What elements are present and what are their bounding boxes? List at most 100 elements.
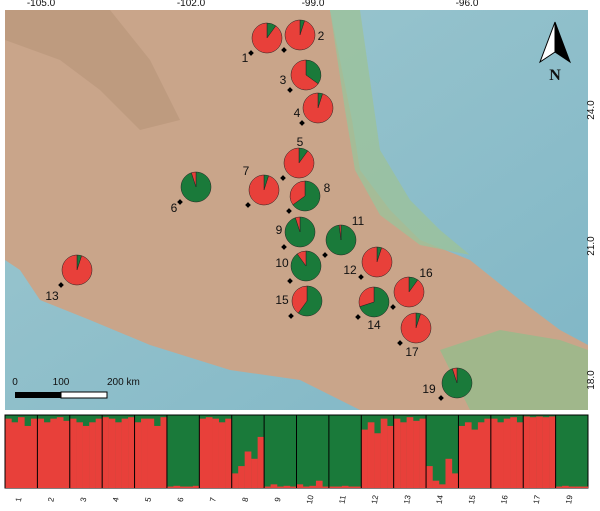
ancestry-bar bbox=[406, 417, 414, 488]
ancestry-bar bbox=[380, 418, 388, 488]
pop-label: 10 bbox=[305, 494, 316, 505]
ancestry-bar bbox=[575, 486, 582, 488]
ancestry-bar bbox=[153, 425, 161, 488]
site-label: 10 bbox=[275, 256, 289, 270]
pop-label: 7 bbox=[208, 496, 218, 502]
pop-label: 12 bbox=[370, 494, 381, 505]
ancestry-bar bbox=[264, 486, 271, 488]
ancestry-bar bbox=[50, 418, 58, 488]
pie-green bbox=[305, 59, 322, 85]
pop-label: 8 bbox=[241, 496, 251, 502]
scale-label: 200 km bbox=[107, 377, 140, 388]
relief bbox=[5, 10, 180, 130]
lat-label: 18.0 bbox=[586, 370, 597, 390]
pie-red bbox=[296, 250, 307, 267]
pop-label: 3 bbox=[79, 496, 89, 502]
ancestry-bar bbox=[69, 418, 77, 488]
lowland bbox=[440, 330, 588, 410]
ancestry-bar bbox=[439, 484, 446, 488]
pie-red bbox=[400, 312, 432, 344]
ancestry-bar bbox=[510, 417, 517, 488]
pop-label: 19 bbox=[564, 494, 575, 505]
ancestry-bar bbox=[549, 416, 556, 488]
site-marker bbox=[288, 313, 294, 319]
ancestry-bar bbox=[82, 425, 90, 488]
pie-green bbox=[297, 285, 323, 317]
north-label: N bbox=[549, 67, 561, 84]
ancestry-bar bbox=[11, 422, 19, 488]
ancestry-bar bbox=[367, 422, 375, 488]
ancestry-bar bbox=[205, 417, 213, 488]
ancestry-bar bbox=[529, 417, 537, 488]
ancestry-bar bbox=[141, 418, 148, 488]
site-marker bbox=[281, 244, 287, 250]
site-label: 7 bbox=[243, 164, 250, 178]
lon-label: -102.0 bbox=[177, 0, 206, 9]
ancestry-bar bbox=[218, 422, 226, 488]
ancestry-bar bbox=[309, 485, 317, 488]
pie-red bbox=[393, 276, 425, 308]
ancestry-bar bbox=[413, 420, 420, 488]
pie-red bbox=[248, 174, 280, 206]
pie-red bbox=[284, 19, 316, 51]
pie-red bbox=[358, 286, 375, 307]
ancestry-bar bbox=[555, 486, 563, 488]
pop-label: 6 bbox=[176, 496, 186, 502]
site-marker bbox=[287, 87, 293, 93]
site-label: 3 bbox=[280, 73, 287, 87]
scale-bar: 0 100 200 km bbox=[12, 377, 140, 399]
site-label: 17 bbox=[405, 345, 419, 359]
ancestry-bar bbox=[354, 486, 362, 488]
site-marker bbox=[177, 199, 183, 205]
pop-label: 2 bbox=[46, 496, 56, 502]
ancestry-bar bbox=[419, 418, 427, 488]
pie-red bbox=[61, 254, 93, 286]
ancestry-bar bbox=[115, 422, 122, 488]
ancestry-bar bbox=[432, 480, 440, 488]
ancestry-bar bbox=[95, 418, 103, 488]
pie-green bbox=[359, 286, 390, 318]
pie-red bbox=[289, 180, 306, 206]
ancestry-bar bbox=[490, 418, 498, 488]
pie-red bbox=[361, 246, 393, 278]
ancestry-bar bbox=[270, 484, 278, 488]
north-arrow: N bbox=[538, 21, 572, 84]
site-marker bbox=[299, 120, 305, 126]
ancestry-bar bbox=[231, 473, 239, 488]
ancestry-bar bbox=[257, 436, 265, 488]
ancestry-bar bbox=[89, 422, 96, 488]
site-marker bbox=[245, 202, 251, 208]
ancestry-bar bbox=[296, 484, 304, 488]
ancestry-bar bbox=[451, 473, 459, 488]
ancestry-bar bbox=[471, 429, 479, 488]
ancestry-bar bbox=[63, 420, 70, 488]
ancestry-bar bbox=[290, 486, 297, 488]
site-marker bbox=[355, 314, 361, 320]
ancestry-bar bbox=[17, 417, 25, 488]
pop-label: 9 bbox=[273, 496, 283, 502]
pie-red bbox=[452, 367, 458, 384]
ancestry-bar bbox=[458, 425, 466, 488]
ancestry-bar bbox=[37, 418, 45, 488]
ancestry-bar bbox=[251, 458, 258, 488]
ancestry-bar bbox=[283, 485, 291, 488]
ancestry-bar bbox=[542, 417, 550, 488]
site-label: 1 bbox=[242, 51, 249, 65]
pop-label: 1 bbox=[14, 496, 24, 502]
site-label: 19 bbox=[422, 382, 436, 396]
pop-label: 13 bbox=[402, 494, 413, 505]
site-label: 4 bbox=[294, 106, 301, 120]
lowland bbox=[330, 10, 470, 255]
ancestry-bar bbox=[568, 486, 576, 488]
pop-label: 4 bbox=[111, 496, 121, 502]
site-marker bbox=[322, 252, 328, 258]
ancestry-bar bbox=[30, 418, 38, 488]
lon-label: -105.0 bbox=[27, 0, 56, 9]
site-label: 15 bbox=[275, 293, 289, 307]
ancestry-bar bbox=[581, 486, 589, 488]
site-label: 13 bbox=[45, 289, 59, 303]
ancestry-bar bbox=[536, 416, 543, 488]
site-label: 8 bbox=[324, 181, 331, 195]
site-label: 16 bbox=[419, 266, 433, 280]
